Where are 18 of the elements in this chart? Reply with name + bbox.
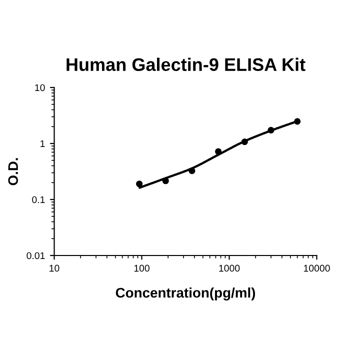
- point: [136, 180, 143, 188]
- x-tick-label: 10: [50, 264, 60, 272]
- x-tick-label: 10000: [304, 264, 330, 272]
- point: [162, 178, 169, 184]
- point: [268, 126, 274, 134]
- point: [215, 148, 222, 155]
- x-tick-label: 100: [134, 264, 150, 272]
- x-axis-title: Concentration(pg/ml): [116, 287, 256, 300]
- point: [188, 168, 196, 174]
- chart-title: Human Galectin-9 ELISA Kit: [66, 58, 306, 72]
- y-tick-label: 0.1: [32, 196, 45, 204]
- y-tick-label: 0.01: [26, 252, 45, 260]
- point: [241, 138, 248, 146]
- y-axis-title: O.D.: [8, 158, 18, 186]
- point: [294, 118, 301, 125]
- x-tick-label: 1000: [219, 264, 240, 272]
- y-tick-label: 10: [35, 84, 45, 92]
- y-tick-label: 1: [40, 140, 45, 148]
